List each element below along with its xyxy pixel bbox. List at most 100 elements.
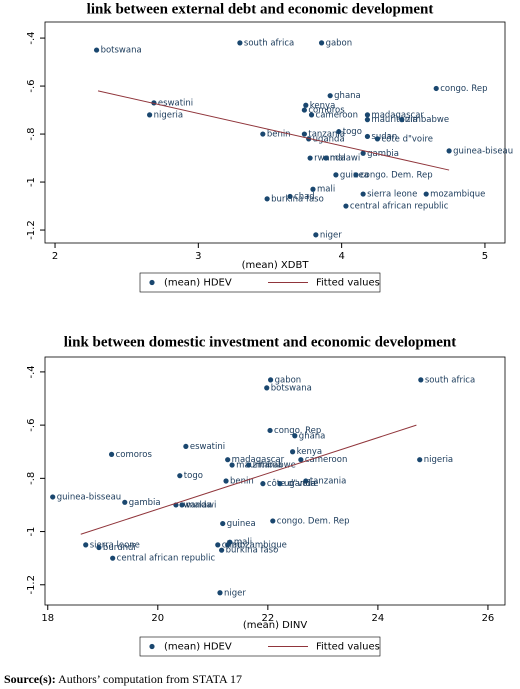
source: Source(s): Authors’ computation from STA… [4, 672, 242, 686]
point [290, 449, 296, 455]
point-label: côte d"voire [381, 133, 433, 144]
point [418, 377, 424, 383]
point-label: central african republic [350, 202, 449, 212]
point [122, 499, 128, 505]
point-label: eswatini [190, 442, 225, 452]
point [223, 478, 229, 484]
point-label: comoros [308, 106, 345, 116]
x-tick-label: 4 [338, 251, 344, 262]
point-label: kenya [310, 101, 335, 111]
point-label: malawi [186, 500, 216, 510]
point-label: chad [222, 540, 243, 550]
point [318, 40, 325, 46]
point [264, 196, 270, 202]
legend-marker [149, 279, 155, 286]
y-tick-label: -1.2 [26, 220, 37, 240]
point-label: cameroon [305, 455, 348, 465]
point-label: togo [343, 127, 362, 137]
point [50, 494, 56, 500]
point [417, 457, 423, 463]
point [298, 457, 304, 463]
point-label: mauritania [371, 115, 417, 125]
point-label: congo. Rep [440, 84, 487, 94]
legend-label: Fitted values [316, 278, 380, 289]
point [177, 473, 183, 479]
point [308, 112, 315, 118]
y-tick-label: -.6 [26, 79, 37, 92]
legend-marker [149, 643, 155, 650]
point-label: côte d"voire [267, 478, 319, 489]
point [217, 590, 223, 596]
point-label: niger [224, 588, 246, 598]
point [303, 102, 309, 108]
source-label: Source(s): [4, 672, 56, 686]
point-label: congo. Dem. Rep [360, 170, 433, 180]
point-label: tanzania [308, 130, 345, 140]
point [343, 203, 349, 209]
x-tick-label: 5 [482, 251, 488, 262]
point-label: nigeria [154, 110, 183, 120]
point [287, 193, 293, 200]
point-label: congo. Rep [274, 426, 321, 436]
point-label: kenya [297, 447, 322, 457]
x-tick-label: 2 [52, 251, 58, 262]
point-label: gabon [326, 38, 353, 48]
x-tick-label: 3 [195, 251, 201, 262]
x-axis-label: (mean) DINV [243, 620, 307, 631]
point-label: rwanda [180, 500, 212, 510]
point [237, 40, 243, 46]
point-label: zimbabwe [406, 115, 449, 125]
point-label: nigeria [424, 455, 453, 465]
point [270, 518, 276, 524]
point-label: togo [184, 471, 203, 481]
point [260, 481, 266, 487]
point-label: south africa [425, 375, 475, 385]
point-label: chad [294, 192, 315, 202]
point [292, 433, 298, 439]
legend-label: Fitted values [316, 642, 380, 653]
point [446, 148, 452, 154]
point [93, 47, 100, 53]
x-axis-label: (mean) XDBT [242, 260, 310, 271]
point [307, 155, 313, 161]
point [364, 133, 371, 140]
point [374, 136, 381, 142]
point-label: mali [317, 185, 335, 195]
point-label: guinea-bisseau [57, 492, 121, 502]
point [360, 191, 366, 197]
legend-label: (mean) HDEV [164, 642, 232, 653]
y-tick-label: -.6 [26, 419, 37, 432]
point [260, 131, 266, 137]
point-label: benin [267, 130, 291, 140]
y-tick-label: -.4 [26, 31, 37, 44]
point [83, 542, 89, 548]
point-label: niger [320, 230, 342, 240]
point [433, 85, 439, 92]
x-tick-label: 24 [372, 613, 385, 624]
point [277, 481, 283, 487]
point-label: central african republic [117, 554, 216, 564]
point-label: malawi [330, 154, 360, 164]
point-label: guinea [227, 519, 256, 529]
point-label: gambia [129, 498, 161, 508]
point-label: gambia [367, 149, 399, 159]
point-label: burkina faso [226, 546, 279, 556]
point-label: burundi [103, 543, 136, 553]
point-label: mozambique [430, 190, 485, 200]
point-label: burkina faso [271, 194, 324, 204]
point [310, 186, 316, 192]
point [225, 457, 231, 463]
point [147, 112, 153, 118]
point-label: uganda [313, 134, 345, 144]
point-label: ghana [334, 91, 361, 101]
point-label: congo. Dem. Rep [277, 516, 350, 526]
point [225, 542, 231, 548]
legend-label: (mean) HDEV [164, 278, 232, 289]
point-label: mali [234, 538, 252, 548]
fitted-line [97, 90, 450, 171]
point [245, 462, 252, 468]
point-label: madagascar [232, 455, 285, 465]
point [301, 131, 307, 137]
x-tick-label: 22 [261, 613, 274, 624]
point-label: sierra leone [367, 190, 417, 200]
